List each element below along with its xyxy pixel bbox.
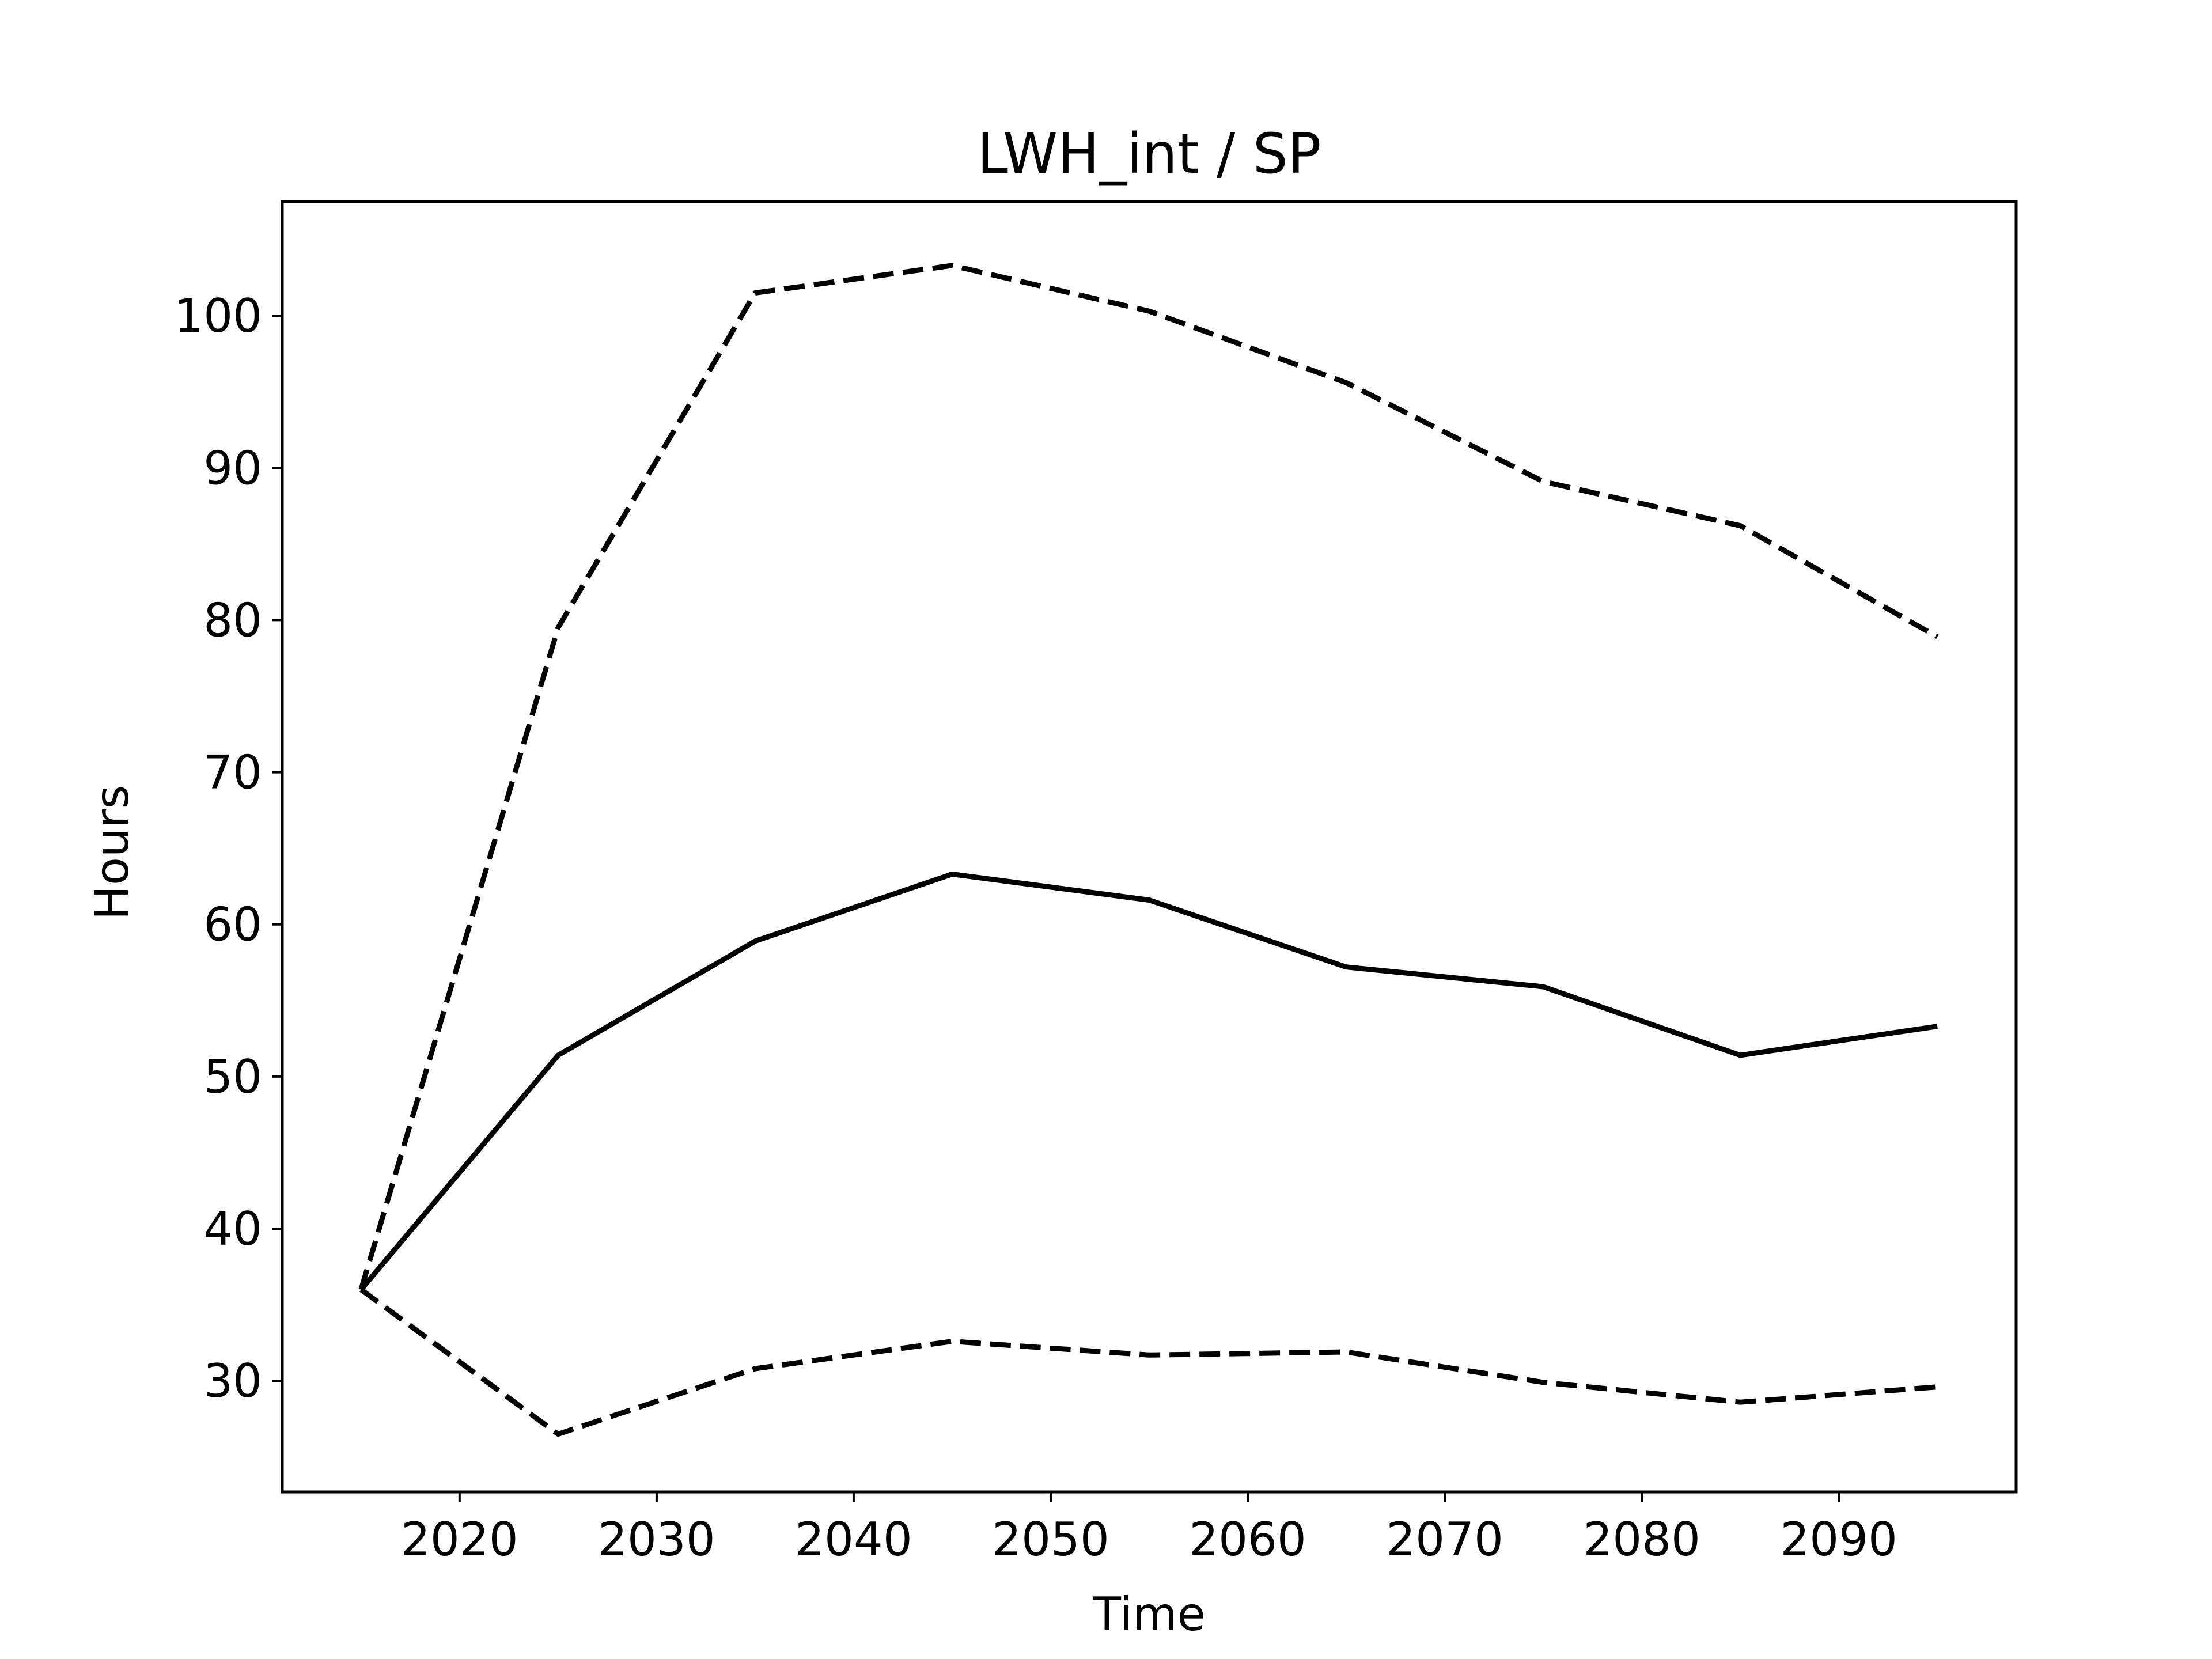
y-tick-label: 90	[203, 441, 262, 495]
y-tick-label: 50	[203, 1050, 262, 1104]
x-tick-label: 2060	[1189, 1513, 1306, 1566]
y-axis: 30 40 50 60 70 80 90 100	[174, 289, 282, 1408]
y-tick-label: 60	[203, 898, 262, 952]
y-tick-label: 40	[203, 1202, 262, 1256]
plot-frame	[281, 200, 2018, 1494]
x-axis: 2020 2030 2040 2050 2060 2070 2080 2090	[401, 1492, 1897, 1566]
x-tick-label: 2050	[992, 1513, 1109, 1566]
x-tick-label: 2030	[598, 1513, 715, 1566]
x-tick-label: 2080	[1583, 1513, 1700, 1566]
x-tick-label: 2090	[1780, 1513, 1897, 1566]
x-tick-label: 2070	[1386, 1513, 1503, 1566]
y-tick-label: 70	[203, 746, 262, 800]
y-tick-label: 80	[203, 593, 262, 647]
y-axis-label: Hours	[85, 785, 139, 920]
y-tick-label: 100	[174, 289, 262, 343]
x-axis-label: Time	[1092, 1588, 1206, 1641]
plot-area	[358, 263, 1939, 1437]
series-line-2	[358, 263, 1939, 1290]
x-tick-label: 2020	[401, 1513, 518, 1566]
series-line-3	[359, 1287, 1938, 1437]
series-line-1	[359, 872, 1938, 1291]
chart-title: LWH_int / SP	[977, 122, 1321, 186]
y-tick-label: 30	[203, 1354, 262, 1408]
x-tick-label: 2040	[795, 1513, 912, 1566]
